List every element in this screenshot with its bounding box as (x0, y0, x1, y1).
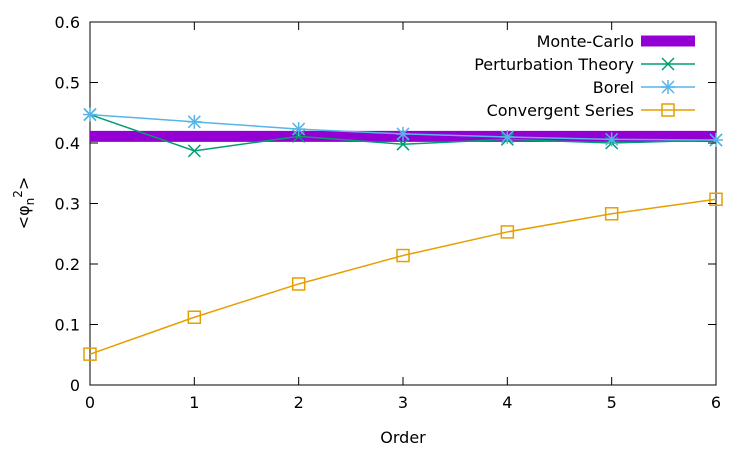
series-3-point-5 (604, 207, 619, 221)
x-tick-label-4: 4 (502, 393, 512, 412)
x-tick-label-6: 6 (711, 393, 721, 412)
x-tick-label-1: 1 (189, 393, 199, 412)
legend-marker-1 (661, 57, 675, 71)
x-tick-label-2: 2 (294, 393, 304, 412)
series-1-point-3 (396, 137, 410, 151)
plot-area (89, 21, 717, 386)
y-tick-label-4: 0.4 (55, 134, 80, 153)
series-2 (83, 107, 723, 147)
legend-label-1: Perturbation Theory (474, 55, 634, 74)
series-2-point-1 (187, 114, 202, 129)
y-tick-label-5: 0.5 (55, 74, 80, 93)
series-3-point-0 (83, 347, 97, 361)
legend-marker-3 (661, 103, 675, 117)
series-3-point-2 (291, 277, 306, 291)
plot-frame (89, 21, 717, 386)
x-tick-label-5: 5 (607, 393, 617, 412)
y-tick-label-3: 0.3 (55, 195, 80, 214)
series-3-point-1 (187, 310, 202, 324)
series-3-line (89, 198, 717, 355)
series-layer (83, 107, 723, 361)
series-2-point-0 (83, 107, 97, 122)
axes-layer: 0 1 2 3 4 5 6 0 0.1 0.2 0.3 0.4 0.5 0.6 (55, 13, 722, 412)
legend-label-3: Convergent Series (487, 101, 634, 120)
legend-label-2: Borel (593, 78, 634, 97)
series-2-point-4 (500, 129, 515, 144)
legend-marker-1-stroke-b (661, 57, 675, 71)
y-tick-label-1: 0.1 (55, 316, 80, 335)
y-axis-label: <φn2> (11, 177, 37, 230)
x-tick-label-3: 3 (398, 393, 408, 412)
series-3-point-6 (709, 192, 723, 207)
y-axis-label-sup: 2 (11, 190, 25, 198)
series-2-point-5 (604, 132, 619, 147)
series-1-point-3-stroke-b (396, 137, 410, 151)
series-2-point-3 (396, 126, 410, 141)
y-axis-label-close: > (14, 177, 33, 190)
x-axis-label: Order (380, 428, 426, 447)
series-3-point-4 (500, 225, 515, 239)
y-tick-label-2: 0.2 (55, 255, 80, 274)
x-tick-label-0: 0 (85, 393, 95, 412)
series-3-point-3 (396, 248, 410, 263)
legend-marker-2 (661, 80, 675, 94)
series-3 (83, 192, 723, 361)
y-axis-label-base: <φ (14, 205, 33, 229)
legend: Monte-Carlo Perturbation Theory Borel Conve… (474, 32, 695, 120)
y-tick-label-0: 0 (70, 376, 80, 395)
series-1-point-1 (187, 144, 201, 158)
legend-label-0: Monte-Carlo (537, 32, 634, 51)
series-1-point-1-stroke-b (187, 144, 201, 158)
y-axis-label-sub: n (23, 198, 37, 206)
y-tick-label-6: 0.6 (55, 13, 80, 32)
series-2-point-6 (709, 132, 723, 147)
series-2-point-2 (291, 122, 306, 137)
